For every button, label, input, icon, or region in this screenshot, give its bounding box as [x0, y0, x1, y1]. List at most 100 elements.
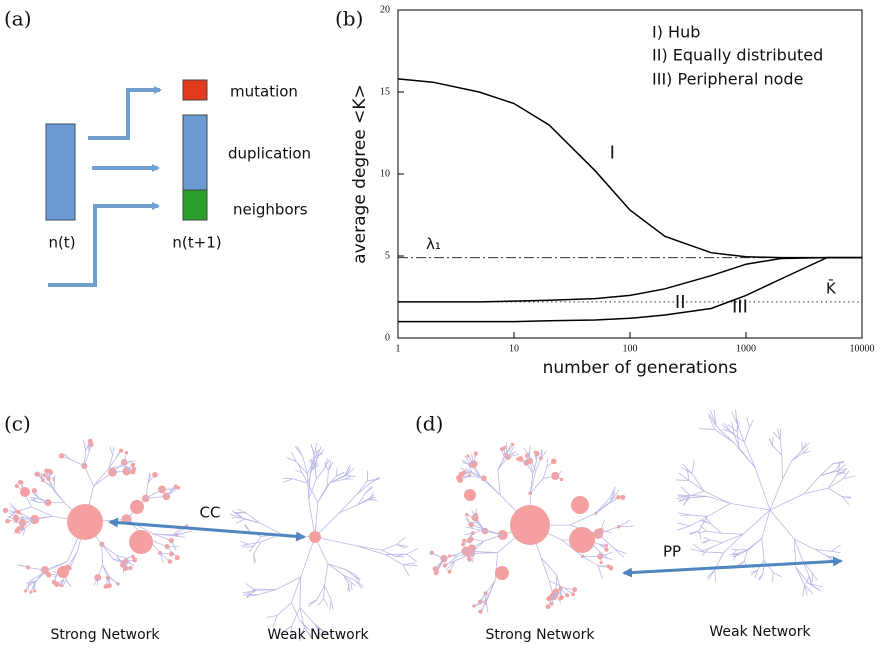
network-edge — [65, 579, 72, 587]
network-edge — [23, 517, 35, 520]
network-node — [447, 554, 452, 558]
network-node — [546, 596, 552, 602]
network-edge — [708, 542, 723, 549]
network-edge — [314, 623, 329, 635]
network-node — [550, 458, 557, 465]
network-node — [472, 604, 476, 608]
network-edge — [291, 626, 294, 640]
network-edge — [702, 539, 711, 544]
network-edge — [385, 554, 404, 566]
network-edge — [17, 564, 29, 568]
network-edge — [22, 527, 26, 536]
network-edge — [396, 544, 406, 549]
network-edge — [703, 536, 711, 541]
network-node — [32, 589, 37, 593]
x-tick-label: 10 — [509, 343, 519, 354]
network-edge — [618, 519, 631, 528]
network-edge — [429, 551, 445, 559]
network-edge — [471, 509, 476, 518]
network-label: Strong Network — [485, 627, 595, 643]
network-edge — [747, 538, 762, 550]
network-node — [42, 473, 47, 478]
network-edge — [345, 569, 356, 576]
network-edge — [307, 483, 319, 503]
network-edge — [329, 474, 345, 483]
y-axis-label: average degree <K> — [350, 84, 370, 264]
network-node — [131, 554, 135, 559]
network-edge — [245, 590, 257, 597]
network-edge — [406, 547, 419, 555]
network-edge — [123, 460, 133, 467]
network-edge — [697, 530, 708, 534]
network-edge — [368, 497, 377, 499]
network-edge — [83, 440, 86, 451]
network-edge — [582, 555, 599, 567]
network-node — [533, 450, 538, 455]
network-edge — [101, 543, 117, 556]
network-edge — [291, 602, 301, 621]
network-edge — [147, 472, 151, 483]
network-edge — [507, 453, 520, 458]
network-edge — [465, 526, 474, 530]
network-edge — [781, 455, 783, 480]
network-edge — [242, 517, 260, 524]
network-hub — [309, 531, 321, 543]
network-edge — [468, 464, 473, 473]
network-edge — [324, 585, 332, 601]
network-edge — [462, 461, 472, 466]
network-edge — [291, 607, 301, 627]
network-edge — [278, 626, 292, 635]
network-edge — [698, 530, 702, 540]
network-edge — [497, 457, 509, 471]
network-node — [40, 478, 45, 483]
network-edge — [18, 527, 26, 535]
network-edge — [266, 615, 278, 618]
network-node — [511, 443, 515, 447]
network-edge — [791, 450, 803, 462]
network-node — [132, 557, 138, 563]
network-edge — [600, 556, 613, 560]
network-edge — [769, 478, 783, 511]
node-box — [45, 123, 76, 221]
network-edge — [328, 461, 334, 471]
network-node — [606, 564, 611, 568]
network-node — [167, 559, 173, 564]
network-edge — [42, 479, 54, 489]
network-node — [124, 451, 129, 455]
network-edge — [777, 428, 781, 440]
network-node — [88, 441, 94, 448]
network-node — [599, 560, 603, 565]
network-node — [466, 454, 470, 458]
network-edge — [166, 487, 179, 497]
network-edge — [245, 545, 255, 549]
network-edge — [38, 472, 44, 481]
network-edge — [507, 450, 517, 458]
network-edge — [275, 576, 301, 590]
network-edge — [529, 478, 544, 494]
network-edge — [698, 516, 708, 531]
network-edge — [231, 510, 243, 519]
network-edge — [109, 446, 113, 456]
network-edge — [618, 525, 634, 528]
network-edge — [469, 472, 484, 479]
network-edge — [710, 410, 717, 427]
link-arrow — [108, 517, 306, 542]
network-edge — [311, 462, 318, 471]
network-edge — [314, 624, 322, 637]
network-edge — [365, 486, 374, 494]
network-edge — [245, 588, 257, 599]
network-edge — [746, 417, 750, 428]
network-edge — [338, 494, 357, 514]
network-node — [173, 484, 178, 489]
network-edge — [330, 478, 345, 483]
network-edge — [801, 447, 809, 454]
network-edge — [743, 427, 750, 443]
network-edge — [356, 545, 386, 555]
network-edge — [743, 442, 756, 468]
network-edge — [253, 536, 262, 546]
network-edge — [475, 599, 488, 607]
network-edge — [52, 488, 65, 503]
network-edge — [9, 502, 19, 512]
network-edge — [342, 574, 350, 585]
network-edge — [706, 530, 722, 534]
